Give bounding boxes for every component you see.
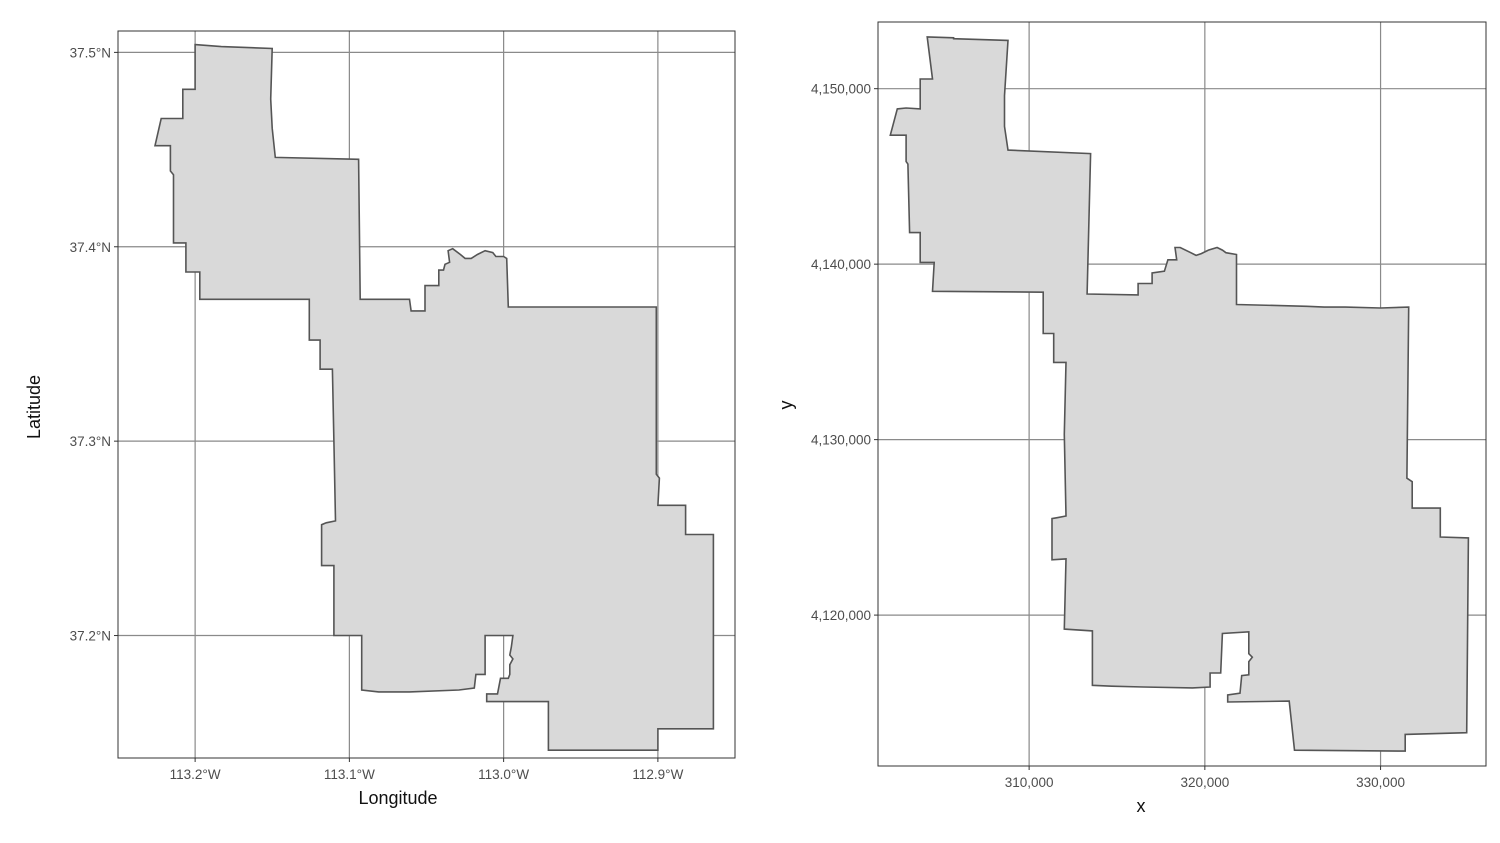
y-tick-label: 4,150,000 [811,82,871,97]
x-tick-label: 112.9°W [632,767,683,782]
x-tick-label: 310,000 [1005,775,1054,790]
x-axis-title: Longitude [358,788,437,808]
y-tick-label: 37.4°N [70,240,111,255]
x-tick-label: 113.1°W [324,767,375,782]
y-tick-label: 4,140,000 [811,257,871,272]
region-polygon [889,36,1470,752]
x-tick-label: 113.0°W [478,767,529,782]
x-axis-ticks: 113.2°W 113.1°W 113.0°W 112.9°W [170,758,684,782]
map-panel-lonlat: 113.2°W 113.1°W 113.0°W 112.9°W 37.2°N 37.3°… [24,30,736,808]
x-axis-ticks: 310,000 320,000 330,000 [1005,766,1405,790]
y-axis-title: y [776,401,796,410]
y-axis-ticks: 4,120,000 4,130,000 4,140,000 4,150,000 [811,82,878,623]
x-tick-label: 320,000 [1180,775,1229,790]
x-tick-label: 330,000 [1356,775,1405,790]
y-tick-label: 4,130,000 [811,433,871,448]
x-tick-label: 113.2°W [170,767,221,782]
map-panel-projected: 310,000 320,000 330,000 4,120,000 4,130,000… [776,21,1487,816]
y-tick-label: 4,120,000 [811,608,871,623]
y-axis-title: Latitude [24,375,44,439]
y-axis-ticks: 37.2°N 37.3°N 37.4°N 37.5°N [70,45,118,644]
x-axis-title: x [1137,796,1146,816]
panel-frame [117,30,736,759]
y-tick-label: 37.3°N [70,434,111,449]
panel-frame [877,21,1487,767]
region-polygon [153,43,715,751]
y-tick-label: 37.2°N [70,629,111,644]
y-tick-label: 37.5°N [70,45,111,60]
